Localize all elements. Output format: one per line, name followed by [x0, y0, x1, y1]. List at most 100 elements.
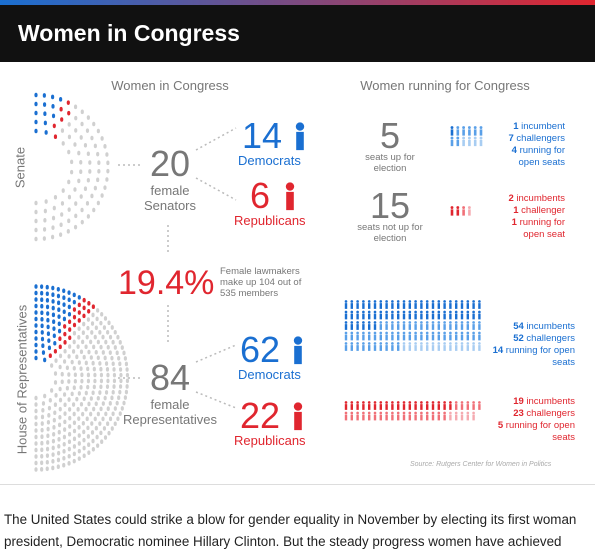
seat	[99, 372, 104, 378]
person-head	[295, 122, 305, 131]
seat	[34, 236, 38, 242]
person-body	[431, 313, 435, 320]
person-body	[431, 345, 435, 351]
seat	[94, 325, 98, 331]
seat	[40, 317, 44, 322]
seat	[107, 320, 111, 326]
seat	[74, 201, 78, 206]
person-body	[455, 303, 458, 309]
seat	[52, 326, 56, 331]
seat	[96, 177, 100, 183]
seat	[124, 389, 129, 395]
item-label: incumbents	[526, 396, 575, 407]
seat	[72, 444, 77, 449]
person-body	[402, 324, 406, 330]
seat	[75, 396, 79, 402]
seat	[82, 313, 86, 319]
seat	[63, 411, 67, 416]
seat	[108, 416, 113, 422]
seat	[67, 431, 72, 437]
seat	[81, 330, 85, 336]
seat	[53, 402, 57, 407]
seat	[58, 415, 62, 420]
seat	[93, 143, 97, 149]
person-body	[466, 313, 469, 320]
person-head	[425, 321, 429, 324]
seat	[87, 308, 91, 314]
seat	[60, 201, 65, 206]
seat	[89, 355, 93, 360]
seat	[62, 309, 66, 315]
seat	[34, 297, 38, 302]
item-label: incumbents	[526, 321, 575, 332]
person-body	[414, 313, 417, 320]
person-body	[443, 303, 446, 309]
person-head	[362, 411, 365, 415]
person-body	[443, 414, 446, 421]
seat	[67, 134, 72, 140]
item-label: incumbent	[521, 121, 565, 132]
seat	[124, 361, 129, 367]
person-head	[420, 331, 423, 335]
person-head	[408, 331, 412, 335]
person-head	[344, 331, 348, 335]
seat	[80, 378, 84, 384]
person-body	[426, 334, 429, 341]
seat	[67, 110, 71, 116]
person-body	[472, 303, 475, 309]
person-body	[460, 313, 464, 320]
seat	[52, 417, 56, 423]
person-head	[396, 331, 400, 335]
seat	[40, 427, 44, 433]
item-label: running for open seats	[505, 345, 575, 368]
seat	[53, 194, 58, 200]
seat	[96, 128, 100, 134]
person-head	[450, 136, 454, 140]
seat	[86, 115, 90, 120]
person-head	[356, 310, 359, 314]
person-head	[391, 342, 394, 345]
person-body	[449, 345, 452, 351]
person-head	[362, 300, 365, 303]
person-body	[455, 313, 458, 320]
seat	[72, 451, 76, 457]
seat	[82, 453, 86, 459]
person-body	[449, 414, 452, 421]
person-head	[449, 321, 452, 324]
seat	[88, 169, 92, 174]
share-value: 19.4%	[118, 264, 215, 302]
person-body	[420, 324, 423, 330]
person-body	[426, 345, 429, 351]
person-body	[356, 404, 359, 410]
seat	[86, 366, 90, 372]
seat	[100, 136, 104, 141]
seat	[50, 363, 54, 368]
seat	[79, 401, 84, 407]
seat	[98, 330, 102, 335]
person-body	[414, 324, 417, 330]
seat	[73, 372, 77, 378]
seat	[57, 450, 61, 456]
seat	[99, 344, 103, 350]
item-count: 7	[508, 133, 514, 144]
person-body	[391, 404, 394, 410]
person-body	[402, 414, 406, 421]
seat	[77, 150, 81, 156]
person-body	[385, 334, 388, 341]
pictogram-group	[344, 401, 481, 421]
person-body	[478, 404, 481, 410]
seat	[34, 110, 38, 116]
seat	[72, 458, 76, 464]
seat	[43, 208, 47, 214]
seat	[87, 442, 91, 448]
seat	[61, 141, 65, 146]
seat	[61, 188, 65, 193]
person-body	[460, 345, 464, 351]
person-head	[460, 342, 464, 345]
person-head	[385, 310, 388, 314]
seat	[47, 338, 51, 343]
person-body	[450, 209, 454, 216]
seat	[97, 168, 101, 174]
seat	[34, 303, 38, 309]
seat	[82, 396, 86, 402]
